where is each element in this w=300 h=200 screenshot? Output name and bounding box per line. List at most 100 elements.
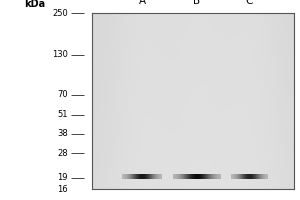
Bar <box>156 174 157 179</box>
Bar <box>153 174 154 179</box>
Bar <box>263 174 264 179</box>
Bar <box>216 174 217 179</box>
Bar <box>148 174 149 179</box>
Bar <box>258 174 259 179</box>
Text: 130: 130 <box>52 50 68 59</box>
Bar <box>128 174 129 179</box>
Bar <box>260 174 261 179</box>
Text: A: A <box>139 0 146 6</box>
Bar <box>196 174 197 179</box>
Bar <box>205 174 206 179</box>
Bar <box>145 174 146 179</box>
Bar <box>146 174 147 179</box>
Bar <box>174 174 175 179</box>
Bar <box>131 174 132 179</box>
Bar <box>266 174 267 179</box>
Bar <box>157 174 158 179</box>
Bar <box>242 174 243 179</box>
Bar <box>255 174 256 179</box>
Bar <box>259 174 260 179</box>
Bar <box>257 174 258 179</box>
Bar <box>123 174 124 179</box>
Bar <box>192 174 193 179</box>
Bar <box>178 174 179 179</box>
Bar <box>201 174 202 179</box>
Bar <box>147 174 148 179</box>
Bar <box>137 174 138 179</box>
Text: C: C <box>246 0 253 6</box>
Bar <box>136 174 137 179</box>
Bar <box>237 174 238 179</box>
Bar <box>190 174 191 179</box>
Bar <box>184 174 185 179</box>
Bar <box>185 174 186 179</box>
Bar <box>264 174 265 179</box>
Bar <box>143 174 144 179</box>
Bar <box>236 174 237 179</box>
Bar <box>195 174 196 179</box>
Bar <box>191 174 192 179</box>
Bar <box>138 174 139 179</box>
Bar <box>152 174 153 179</box>
Bar <box>243 174 244 179</box>
Text: 51: 51 <box>57 110 68 119</box>
Bar <box>202 174 203 179</box>
Bar <box>134 174 135 179</box>
Bar <box>246 174 247 179</box>
Bar <box>150 174 151 179</box>
Bar <box>161 174 162 179</box>
Bar <box>203 174 204 179</box>
Bar <box>188 174 189 179</box>
Bar <box>249 174 250 179</box>
Bar <box>125 174 126 179</box>
Bar <box>179 174 180 179</box>
Bar <box>214 174 215 179</box>
Bar <box>133 174 134 179</box>
Bar <box>245 174 246 179</box>
Bar <box>256 174 257 179</box>
Bar <box>132 174 133 179</box>
Bar <box>232 174 233 179</box>
Bar <box>200 174 201 179</box>
Bar <box>126 174 127 179</box>
Bar <box>142 174 143 179</box>
Bar <box>183 174 184 179</box>
Bar <box>250 174 251 179</box>
Text: B: B <box>193 0 200 6</box>
Text: 38: 38 <box>57 129 68 138</box>
Bar <box>238 174 239 179</box>
Bar <box>213 174 214 179</box>
Bar <box>198 174 199 179</box>
Bar <box>233 174 234 179</box>
Bar <box>212 174 213 179</box>
Bar <box>262 174 263 179</box>
Bar <box>130 174 131 179</box>
Bar <box>194 174 195 179</box>
Bar <box>177 174 178 179</box>
Bar <box>208 174 209 179</box>
Bar <box>159 174 160 179</box>
Bar <box>129 174 130 179</box>
Bar <box>239 174 240 179</box>
Bar <box>135 174 136 179</box>
Text: 70: 70 <box>57 90 68 99</box>
Bar <box>235 174 236 179</box>
Bar <box>155 174 156 179</box>
Bar <box>209 174 210 179</box>
Text: 28: 28 <box>57 149 68 158</box>
Bar <box>244 174 245 179</box>
Bar <box>176 174 177 179</box>
Bar <box>175 174 176 179</box>
Bar <box>189 174 190 179</box>
Bar <box>193 174 194 179</box>
Bar <box>173 174 174 179</box>
Bar <box>154 174 155 179</box>
Bar <box>215 174 216 179</box>
Text: 19: 19 <box>57 173 68 182</box>
Bar <box>211 174 212 179</box>
Bar <box>151 174 152 179</box>
Bar <box>197 174 198 179</box>
Bar <box>265 174 266 179</box>
Bar <box>210 174 211 179</box>
Bar <box>206 174 207 179</box>
